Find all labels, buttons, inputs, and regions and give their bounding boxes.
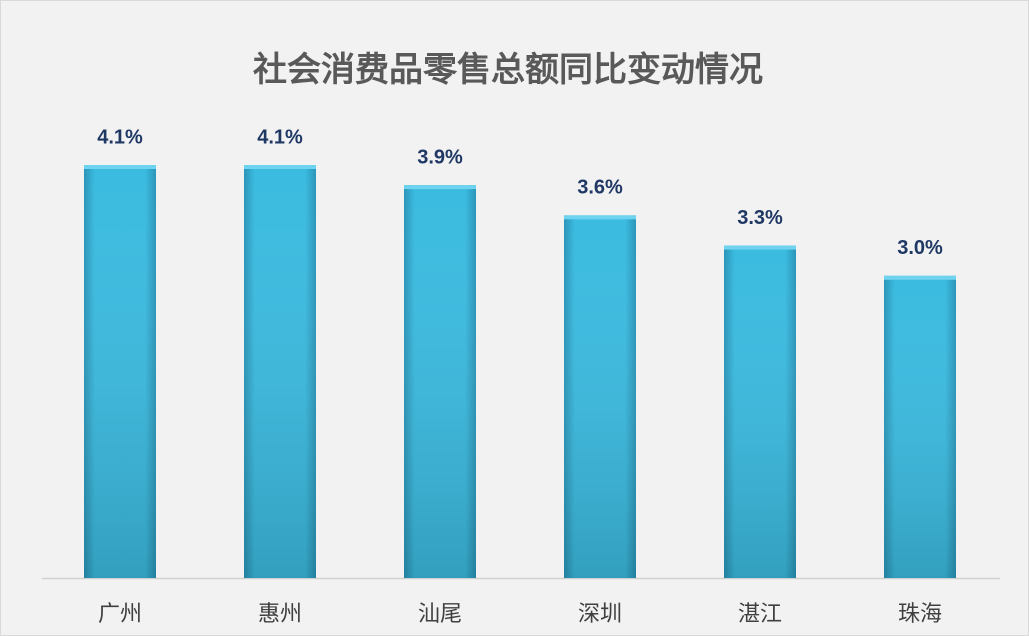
- bar-shade: [404, 185, 476, 578]
- bar-shade: [84, 165, 156, 578]
- bar-cap: [564, 215, 636, 220]
- value-label: 4.1%: [257, 126, 303, 148]
- x-tick-label: 湛江: [738, 601, 782, 626]
- value-label: 4.1%: [97, 126, 143, 148]
- value-label: 3.0%: [897, 237, 943, 259]
- value-label: 3.9%: [417, 146, 463, 168]
- x-tick-label: 汕尾: [418, 601, 462, 626]
- bar-cap: [84, 165, 156, 169]
- bar-shade: [244, 165, 316, 578]
- x-tick-label: 广州: [98, 601, 142, 626]
- bar-shade: [564, 215, 636, 579]
- x-tick-label: 深圳: [578, 601, 622, 626]
- bar-cap: [884, 275, 956, 280]
- bar-cap: [724, 245, 796, 250]
- value-label: 3.3%: [737, 207, 783, 229]
- chart-title: 社会消费品零售总额同比变动情况: [253, 51, 763, 89]
- bar-cap: [244, 165, 316, 169]
- bar-shade: [884, 275, 956, 578]
- x-tick-label: 惠州: [258, 601, 302, 626]
- bar-shade: [724, 245, 796, 578]
- bar-cap: [404, 185, 476, 190]
- value-label: 3.6%: [577, 177, 623, 199]
- x-tick-label: 珠海: [898, 601, 942, 626]
